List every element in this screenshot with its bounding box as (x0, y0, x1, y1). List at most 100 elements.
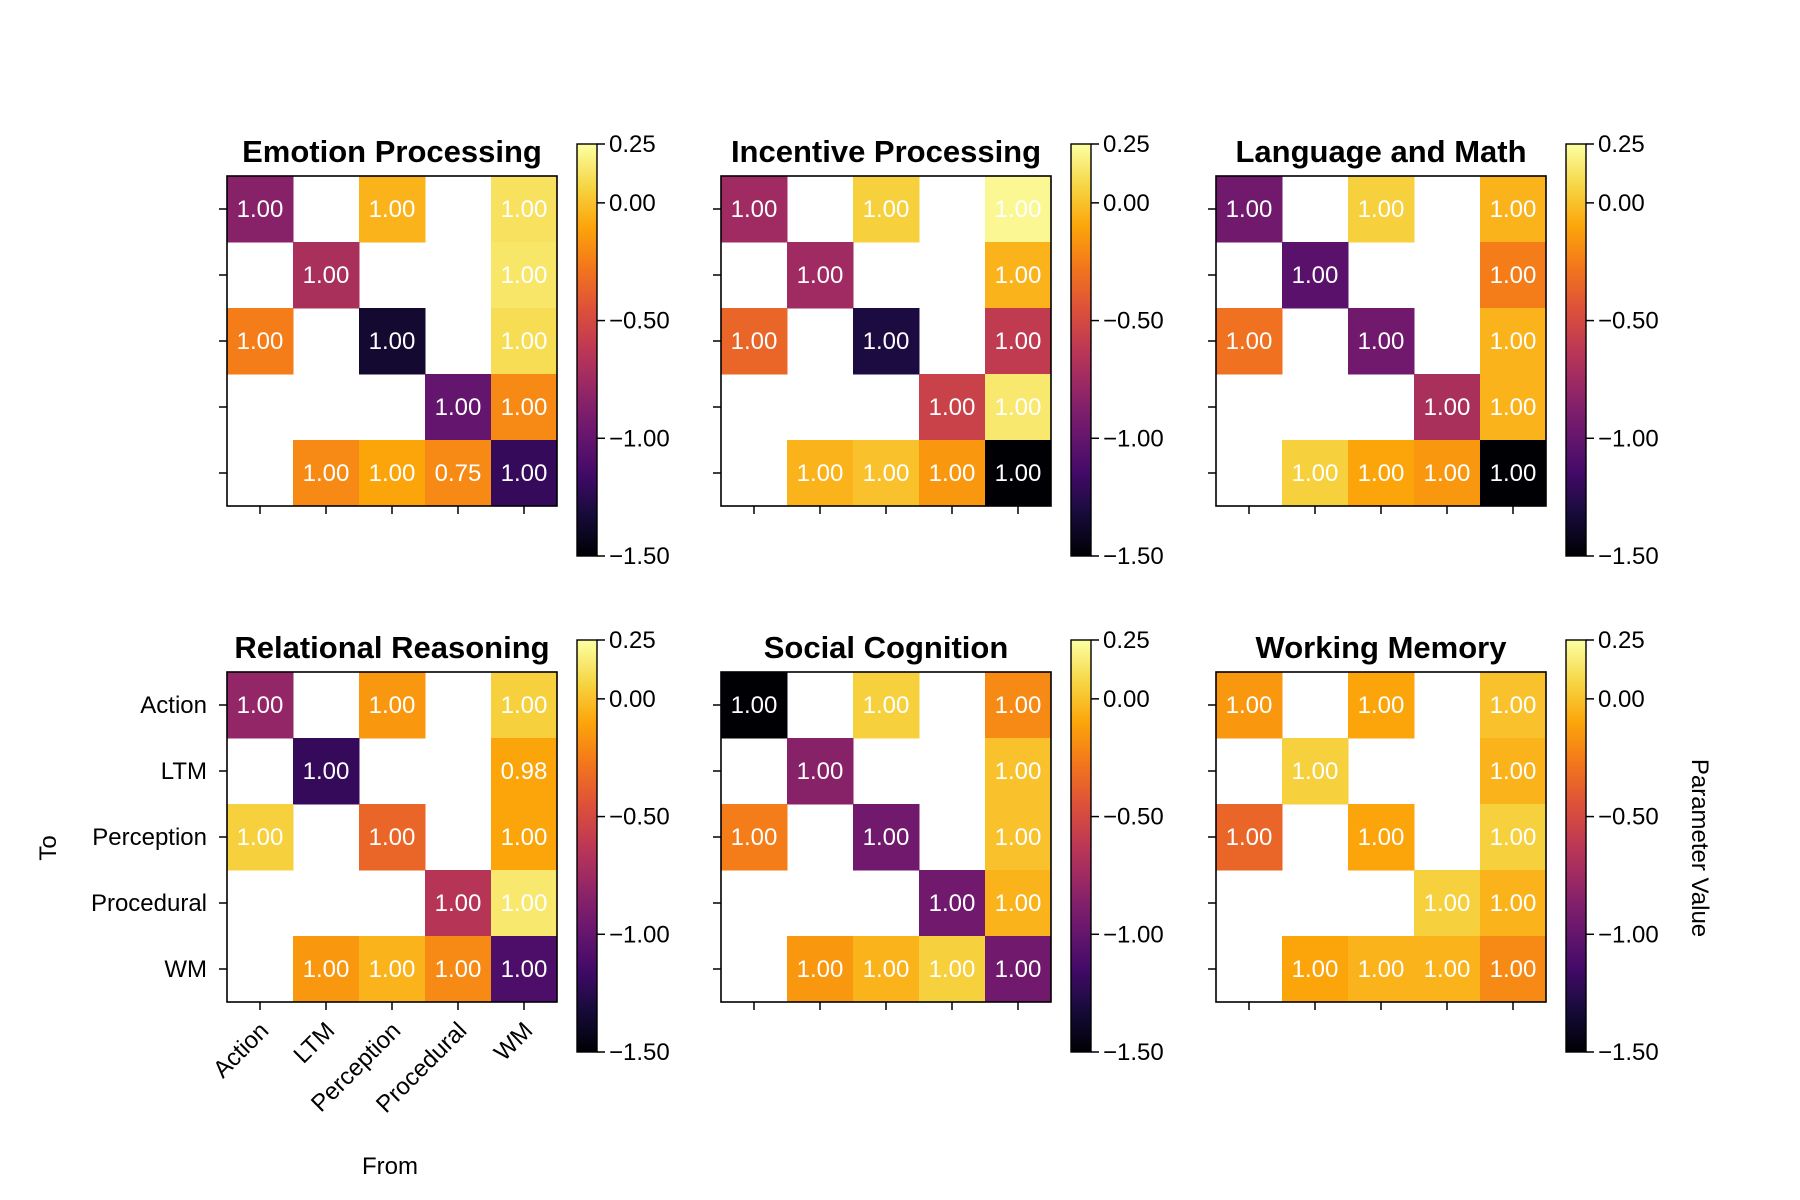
cell-value-label: 1.00 (1358, 196, 1405, 223)
cell-value-label: 1.00 (1424, 460, 1471, 487)
heatmap-cell (359, 308, 426, 375)
heatmap-cell (853, 672, 920, 739)
colorbar (576, 639, 598, 1053)
cell-value-label: 1.00 (1490, 196, 1537, 223)
cell-value-label: 1.00 (1490, 328, 1537, 355)
heatmap-cell (985, 936, 1052, 1003)
cell-value-label: 1.00 (1292, 262, 1339, 289)
heatmap-cell (721, 176, 788, 243)
heatmap-cell (491, 738, 558, 805)
panel-title: Working Memory (1256, 630, 1508, 665)
heatmap-cell (985, 804, 1052, 871)
heatmap-cell (359, 804, 426, 871)
cell-value-label: 1.00 (1226, 328, 1273, 355)
heatmap-cell (853, 440, 920, 507)
cell-value-label: 1.00 (1226, 824, 1273, 851)
heatmap-cell (491, 804, 558, 871)
heatmap-cell (787, 936, 854, 1003)
cell-value-label: 1.00 (501, 196, 548, 223)
heatmap-cell (985, 374, 1052, 441)
colorbar-tick-label: −1.50 (1598, 1039, 1659, 1066)
cell-value-label: 1.00 (1292, 758, 1339, 785)
heatmap-cell (787, 242, 854, 309)
colorbar-tick-label: 0.25 (1103, 131, 1150, 158)
cell-value-label: 1.00 (995, 328, 1042, 355)
cell-value-label: 1.00 (731, 692, 778, 719)
cell-value-label: 1.00 (731, 196, 778, 223)
heatmap-cell (787, 440, 854, 507)
cell-value-label: 1.00 (929, 460, 976, 487)
heatmap-cell (919, 936, 986, 1003)
heatmap-cell (227, 804, 294, 871)
colorbar (1070, 639, 1092, 1053)
cell-value-label: 1.00 (1490, 956, 1537, 983)
cell-value-label: 1.00 (995, 758, 1042, 785)
cell-value-label: 1.00 (929, 956, 976, 983)
cell-value-label: 1.00 (501, 692, 548, 719)
cell-value-label: 1.00 (929, 890, 976, 917)
y-axis-label: To (35, 835, 62, 860)
heatmap-cell (1480, 870, 1547, 937)
x-tick-label: LTM (288, 1017, 340, 1069)
heatmap-cell (293, 440, 360, 507)
heatmap-cell (1480, 738, 1547, 805)
cell-value-label: 0.98 (501, 758, 548, 785)
heatmap-cell (721, 804, 788, 871)
cell-value-label: 1.00 (1226, 196, 1273, 223)
cell-value-label: 1.00 (1226, 692, 1273, 719)
cell-value-label: 1.00 (1490, 394, 1537, 421)
colorbar-tick-label: 0.25 (1103, 627, 1150, 654)
heatmap-cell (425, 374, 492, 441)
colorbar (1070, 143, 1092, 557)
heatmap-cell (1348, 440, 1415, 507)
cell-value-label: 1.00 (863, 460, 910, 487)
y-tick-label: LTM (161, 758, 207, 785)
panel-title: Relational Reasoning (234, 630, 549, 665)
colorbar-tick-label: −1.50 (609, 1039, 670, 1066)
x-axis-label: From (362, 1153, 418, 1180)
heatmap-cell (919, 870, 986, 937)
cell-value-label: 1.00 (1292, 956, 1339, 983)
panel-title: Language and Math (1235, 134, 1526, 169)
cell-value-label: 1.00 (995, 262, 1042, 289)
cell-value-label: 1.00 (1358, 460, 1405, 487)
colorbar-tick-label: −1.00 (1598, 921, 1659, 948)
colorbar-tick-label: −0.50 (1103, 308, 1164, 335)
colorbar-label: Parameter Value (1686, 759, 1713, 937)
heatmap-cell (985, 870, 1052, 937)
heatmap-cell (787, 738, 854, 805)
colorbar (576, 143, 598, 557)
heatmap-cell (919, 440, 986, 507)
heatmap-cell (359, 440, 426, 507)
cell-value-label: 1.00 (995, 692, 1042, 719)
cell-value-label: 1.00 (369, 956, 416, 983)
panel-relational-reasoning: Relational Reasoning 1.00 1.00 1.00 1.00 0.98… (91, 627, 670, 1118)
panel-title: Social Cognition (764, 630, 1009, 665)
panels-group: Emotion Processing 1.00 1.00 1.00 1.00 1.00 1.… (91, 131, 1659, 1118)
panel-title: Incentive Processing (731, 134, 1041, 169)
cell-value-label: 1.00 (731, 328, 778, 355)
heatmap-cell (1480, 242, 1547, 309)
panel-emotion-processing: Emotion Processing 1.00 1.00 1.00 1.00 1.00 1.… (219, 131, 670, 570)
heatmap-cell (491, 176, 558, 243)
heatmap-cell (491, 374, 558, 441)
heatmap-cell (359, 936, 426, 1003)
heatmap-cell (227, 308, 294, 375)
cell-value-label: 1.00 (1358, 328, 1405, 355)
heatmap-cell (359, 672, 426, 739)
cell-value-label: 1.00 (863, 956, 910, 983)
heatmap-cell (1282, 440, 1349, 507)
heatmap-cell (919, 374, 986, 441)
colorbar-tick-label: −1.00 (1103, 425, 1164, 452)
colorbar-tick-label: 0.00 (1103, 190, 1150, 217)
heatmap-cell (985, 308, 1052, 375)
colorbar-tick-label: 0.00 (609, 190, 656, 217)
heatmap-cell (425, 870, 492, 937)
heatmap-cell (721, 672, 788, 739)
cell-value-label: 1.00 (369, 196, 416, 223)
heatmap-cell (491, 870, 558, 937)
y-tick-label: Action (140, 692, 207, 719)
heatmap-cell (1282, 242, 1349, 309)
